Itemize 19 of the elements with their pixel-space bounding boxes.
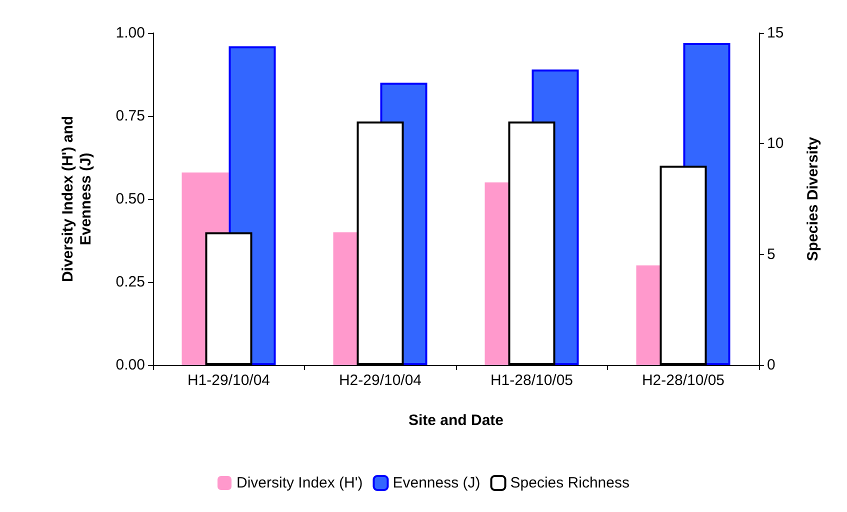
legend-label: Evenness (J): [392, 474, 480, 492]
x-tick-label: H2-28/10/05: [642, 372, 725, 389]
y2-tick-label: 15: [767, 24, 784, 42]
y2-tick-label: 10: [767, 135, 784, 152]
x-axis-title: Site and Date: [408, 412, 504, 429]
x-tick-label: H1-29/10/04: [187, 372, 270, 389]
x-tick-label: H1-28/10/05: [490, 372, 574, 389]
y2-tick-label: 5: [767, 246, 776, 263]
y-tick-label: 0.25: [116, 274, 145, 290]
x-tick-label: H2-29/10/04: [338, 372, 422, 389]
y-tick-label: 0.50: [116, 190, 145, 208]
y-tick-label: 1.00: [116, 24, 145, 42]
y2-axis-title: Species Diversity: [804, 136, 822, 262]
y2-tick-label: 0: [767, 356, 776, 374]
legend-label: Species Richness: [510, 474, 630, 492]
y-axis-title: Diversity Index (H') and Evenness (J): [60, 116, 94, 282]
y-tick-label: 0.75: [116, 108, 145, 124]
legend-label: Diversity Index (H'): [236, 474, 363, 492]
y-tick-label: 0.00: [116, 356, 145, 374]
